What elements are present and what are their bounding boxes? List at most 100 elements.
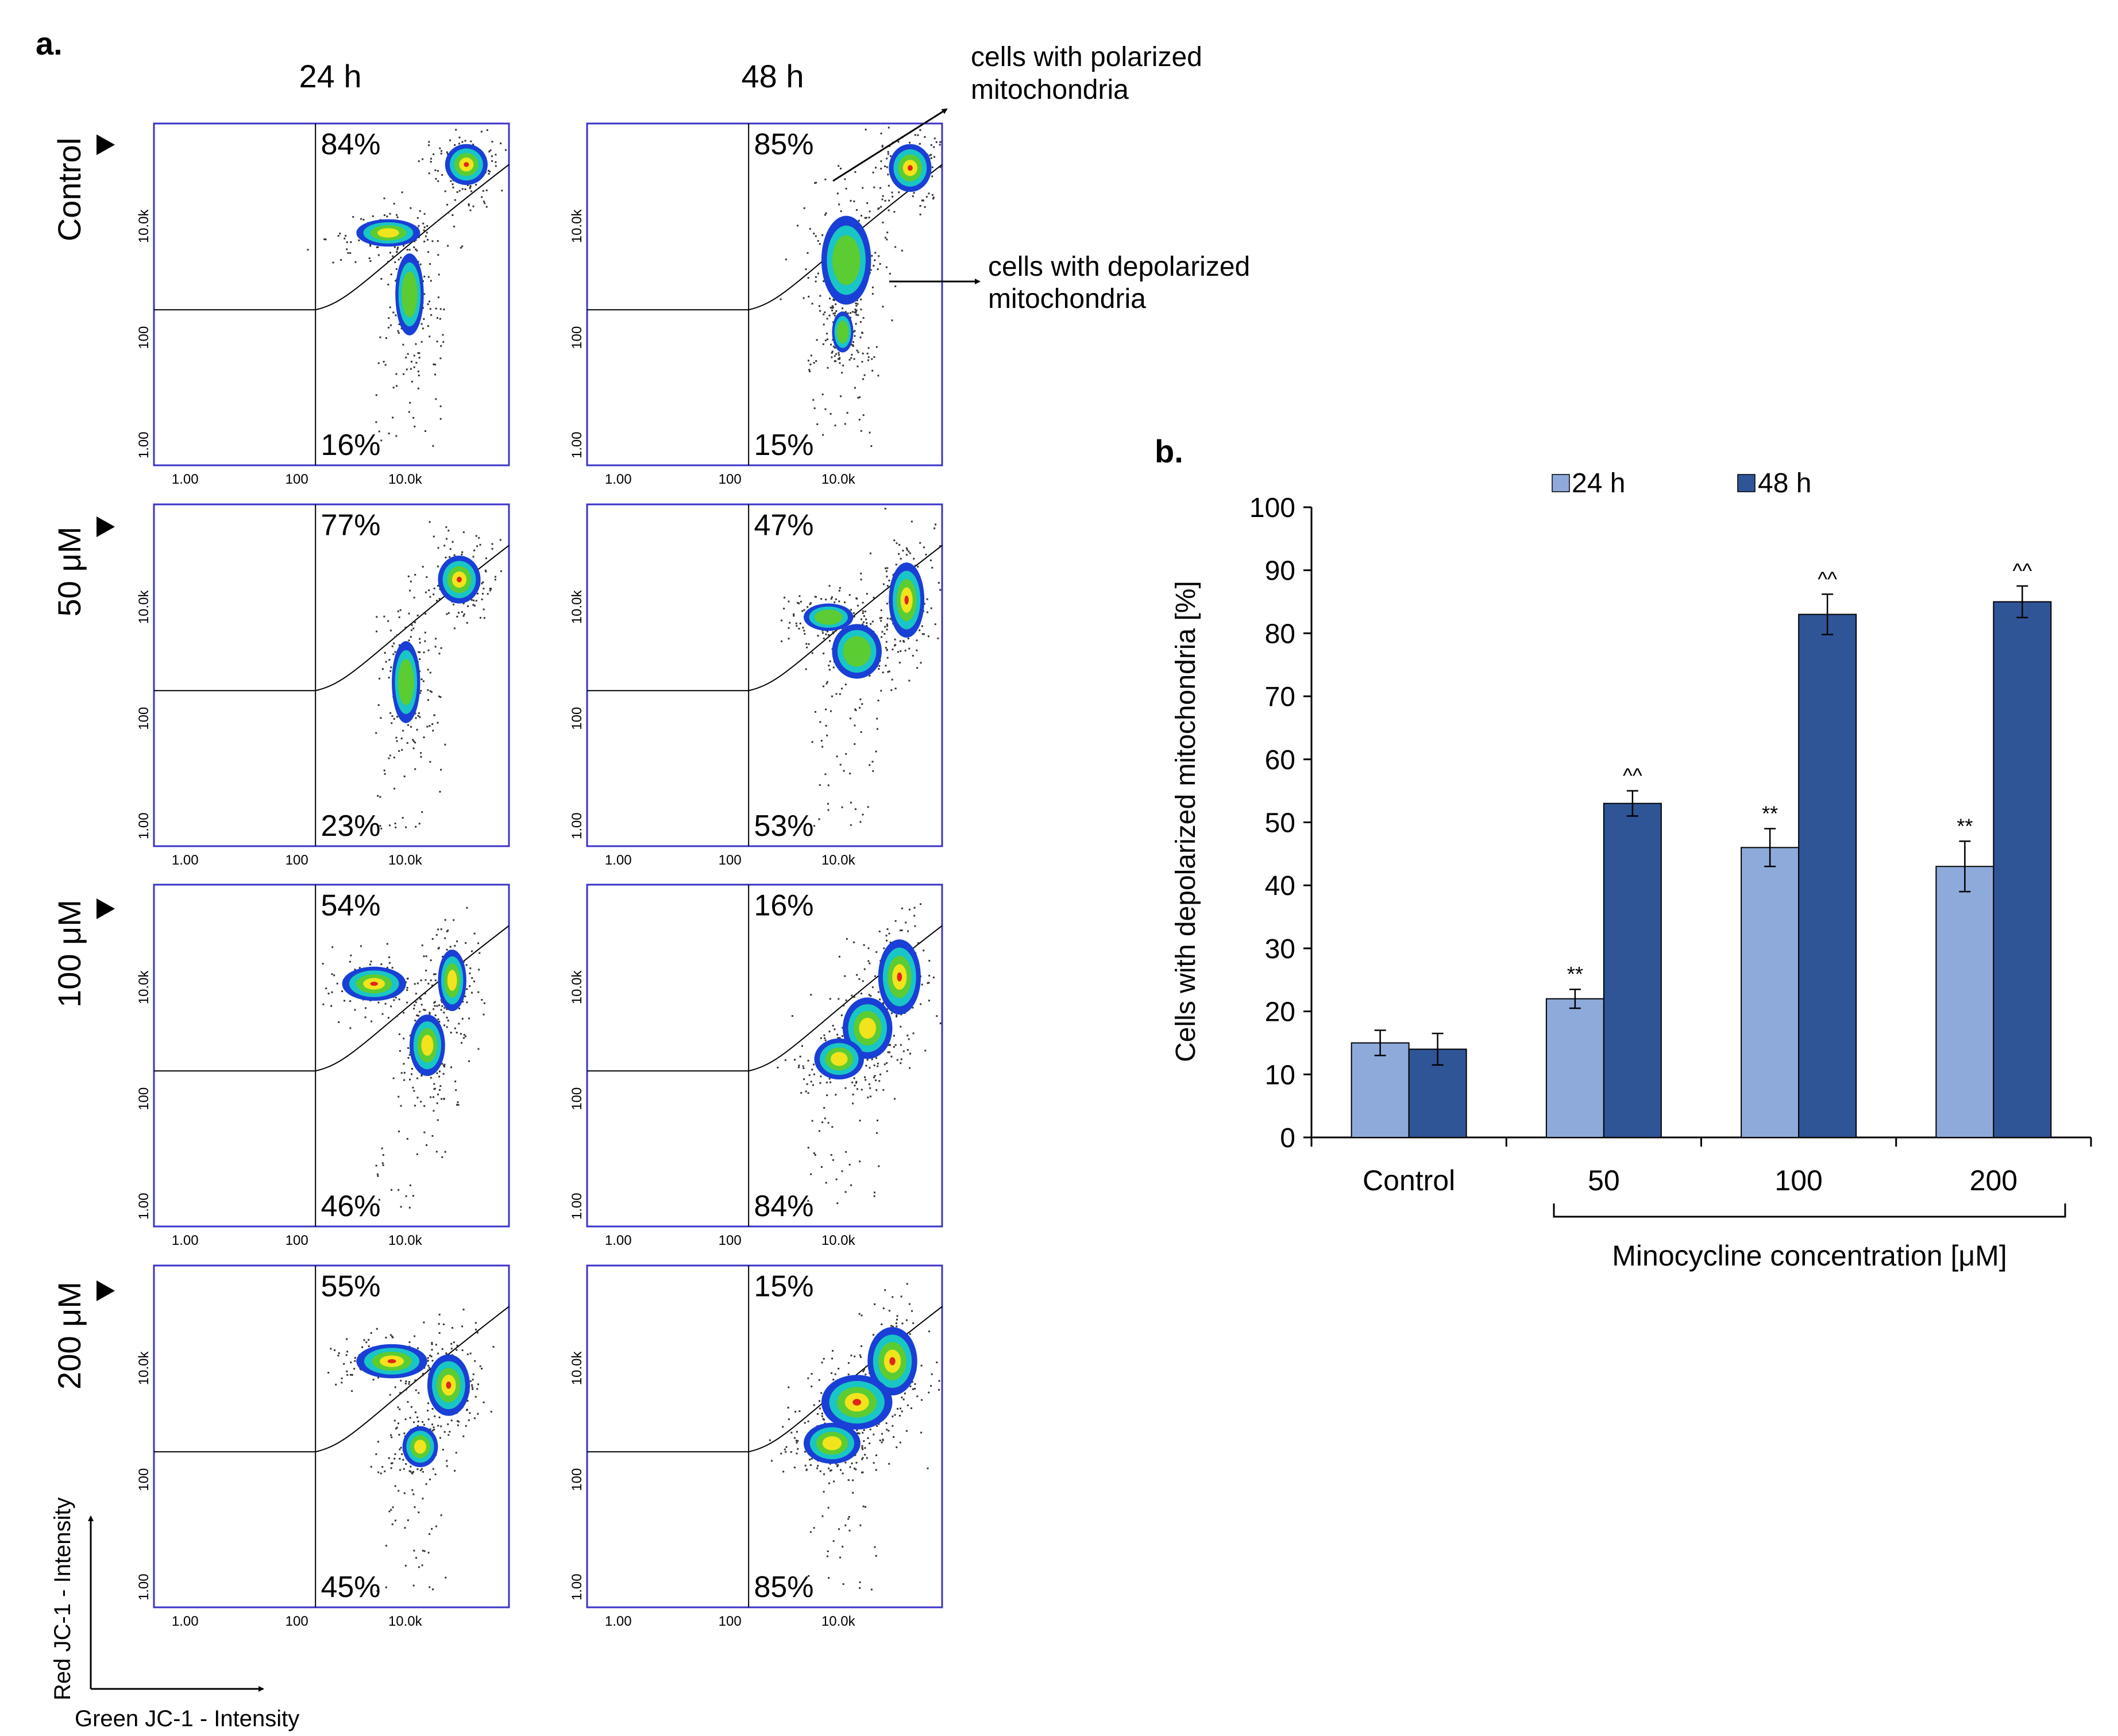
percent-bottom: 15%: [754, 429, 813, 462]
percent-top: 15%: [754, 1270, 813, 1303]
x-tick-label: 1.00: [605, 472, 632, 487]
panel-a-label: a.: [36, 25, 63, 61]
plot-frame: [153, 503, 510, 847]
significance-mark: ^^: [1818, 567, 1837, 591]
y-tick-label: 10.0k: [569, 1351, 585, 1386]
percent-top: 77%: [321, 509, 380, 542]
density-contour: [831, 1052, 848, 1066]
x-tick-label: 10.0k: [388, 1233, 423, 1248]
legend-swatch-48h: [1737, 474, 1756, 492]
y-tick-label: 60: [1265, 745, 1295, 776]
bar: [1935, 866, 1994, 1139]
density-contour: [852, 1399, 862, 1406]
row-label-50um: 50 μM: [51, 527, 87, 617]
bar: [1993, 601, 2052, 1139]
panel-a: a. 24 h 48 h Control 50 μM 100 μM 200 μM…: [36, 25, 1250, 1731]
row-marker-100um: [97, 898, 115, 919]
column-header-48h: 48 h: [742, 58, 804, 94]
density-contour: [370, 981, 378, 986]
y-axis-title: Cells with depolarized mitochondria [%]: [1171, 581, 1201, 1062]
flow-plot: 15% 85% 1.00 100 10.0k 1.00 100 10.0k: [569, 1264, 943, 1629]
x-tick-label: 10.0k: [821, 472, 856, 487]
percent-top: 54%: [321, 889, 380, 923]
density-contour: [907, 165, 913, 171]
density-contour: [859, 1017, 876, 1039]
x-tick-label: 1.00: [172, 852, 199, 868]
x-tick-label: 10.0k: [821, 1614, 856, 1629]
row-label-200um: 200 μM: [51, 1282, 87, 1390]
bar: [1603, 803, 1662, 1138]
flow-plot: 54% 46% 1.00 100 10.0k 1.00 100 10.0k: [136, 884, 510, 1248]
flow-plot: 77% 23% 1.00 100 10.0k 1.00 100 10.0k: [136, 503, 510, 868]
density-contour: [822, 1436, 842, 1450]
density-contour: [377, 228, 399, 238]
bar: [1351, 1042, 1410, 1138]
row-label-100um: 100 μM: [51, 900, 87, 1008]
density-contour: [387, 1359, 396, 1364]
flow-plots: 84% 16% 1.00 100 10.0k 1.00 100 10.0k 85% 15% 1.00…: [136, 122, 943, 1629]
x-axis-title: Minocycline concentration [μM]: [1612, 1240, 2007, 1272]
annotation-polarized-arrow: [832, 108, 948, 182]
row-marker-200um: [97, 1280, 115, 1301]
y-tick-label: 1.00: [136, 1193, 152, 1220]
x-tick-label: 50: [1588, 1164, 1620, 1197]
y-tick-label: 10.0k: [136, 970, 152, 1005]
y-tick-label: 90: [1265, 556, 1295, 587]
significance-mark: **: [1567, 962, 1583, 986]
y-tick-label: 100: [136, 326, 152, 349]
x-tick-label: 1.00: [605, 852, 632, 868]
y-tick-label: 100: [136, 707, 152, 730]
percent-bottom: 53%: [754, 809, 813, 843]
annotation-depolarized-line2: mitochondria: [988, 284, 1146, 314]
flow-plot: 55% 45% 1.00 100 10.0k 1.00 100 10.0k: [136, 1264, 510, 1629]
density-contour: [889, 1357, 896, 1365]
y-tick-label: 100: [569, 326, 585, 349]
y-tick-label: 70: [1265, 682, 1295, 712]
x-tick-label: 100: [286, 852, 308, 868]
row-marker-control: [97, 134, 115, 155]
x-tick-label: 100: [719, 852, 742, 868]
y-tick-label: 80: [1265, 619, 1295, 649]
plot-frame: [586, 122, 943, 466]
panel-b-label: b.: [1155, 433, 1183, 469]
y-tick-label: 10: [1265, 1060, 1295, 1090]
chart-axes: 0 10 20 30 40 50 60 70 80 90 100 Control 50 100 200: [1249, 493, 2092, 1197]
y-axis-label-a: Red JC-1 - Intensity: [50, 1498, 75, 1700]
y-tick-label: 40: [1265, 871, 1295, 901]
x-tick-label: 10.0k: [388, 472, 423, 487]
x-axis-label-a: Green JC-1 - Intensity: [75, 1706, 299, 1731]
percent-top: 85%: [754, 128, 813, 161]
row-label-control: Control: [51, 138, 87, 242]
y-tick-label: 10.0k: [569, 590, 585, 624]
x-tick-label: 100: [719, 472, 742, 487]
x-tick-label: 100: [286, 1233, 308, 1248]
plot-frame: [153, 1264, 510, 1608]
percent-bottom: 23%: [321, 809, 380, 843]
y-tick-label: 10.0k: [136, 209, 152, 244]
x-tick-label: 1.00: [605, 1614, 632, 1629]
density-contour: [414, 1440, 427, 1454]
y-tick-label: 100: [136, 1087, 152, 1110]
gate-curve: [154, 1306, 510, 1453]
y-tick-label: 30: [1265, 934, 1295, 965]
y-tick-label: 100: [569, 1468, 585, 1491]
significance-mark: ^^: [2012, 559, 2032, 582]
significance-mark: **: [1957, 814, 1973, 838]
chart-bars: ** ** ** ^^ ^^ ^^: [1351, 559, 2052, 1139]
y-tick-label: 50: [1265, 808, 1295, 839]
density-contour: [421, 1035, 434, 1056]
density-contour: [897, 972, 902, 982]
plot-frame: [153, 122, 510, 466]
x-tick-label: 100: [719, 1614, 742, 1629]
x-tick-label: 1.00: [172, 1614, 199, 1629]
plot-frame: [153, 884, 510, 1228]
percent-bottom: 45%: [321, 1571, 380, 1604]
y-tick-label: 1.00: [136, 1573, 152, 1600]
plot-frame: [586, 1264, 943, 1608]
flow-plot: 47% 53% 1.00 100 10.0k 1.00 100 10.0k: [569, 503, 943, 868]
density-contour: [457, 576, 462, 582]
column-header-24h: 24 h: [299, 58, 362, 94]
percent-bottom: 46%: [321, 1190, 380, 1223]
percent-top: 16%: [754, 889, 813, 923]
